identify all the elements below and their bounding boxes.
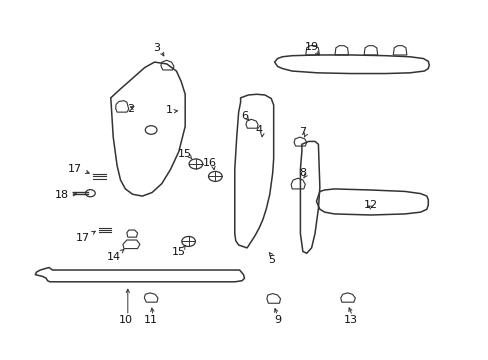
Text: 16: 16: [202, 158, 216, 168]
Text: 8: 8: [299, 168, 306, 178]
Text: 17: 17: [68, 163, 82, 174]
Text: 7: 7: [299, 127, 306, 137]
Text: 10: 10: [118, 315, 132, 325]
Text: 19: 19: [304, 42, 318, 52]
Text: 11: 11: [144, 315, 158, 325]
Text: 3: 3: [153, 43, 160, 53]
Text: 14: 14: [107, 252, 121, 262]
Text: 1: 1: [165, 105, 172, 115]
Text: 15: 15: [171, 247, 185, 257]
Text: 9: 9: [273, 315, 281, 325]
Text: 18: 18: [55, 190, 69, 200]
Text: 12: 12: [363, 200, 377, 210]
Text: 5: 5: [267, 255, 274, 265]
Text: 15: 15: [178, 149, 192, 159]
Text: 2: 2: [126, 104, 134, 113]
Text: 13: 13: [343, 315, 357, 325]
Text: 17: 17: [76, 233, 90, 243]
Text: 6: 6: [241, 111, 247, 121]
Text: 4: 4: [255, 125, 262, 135]
